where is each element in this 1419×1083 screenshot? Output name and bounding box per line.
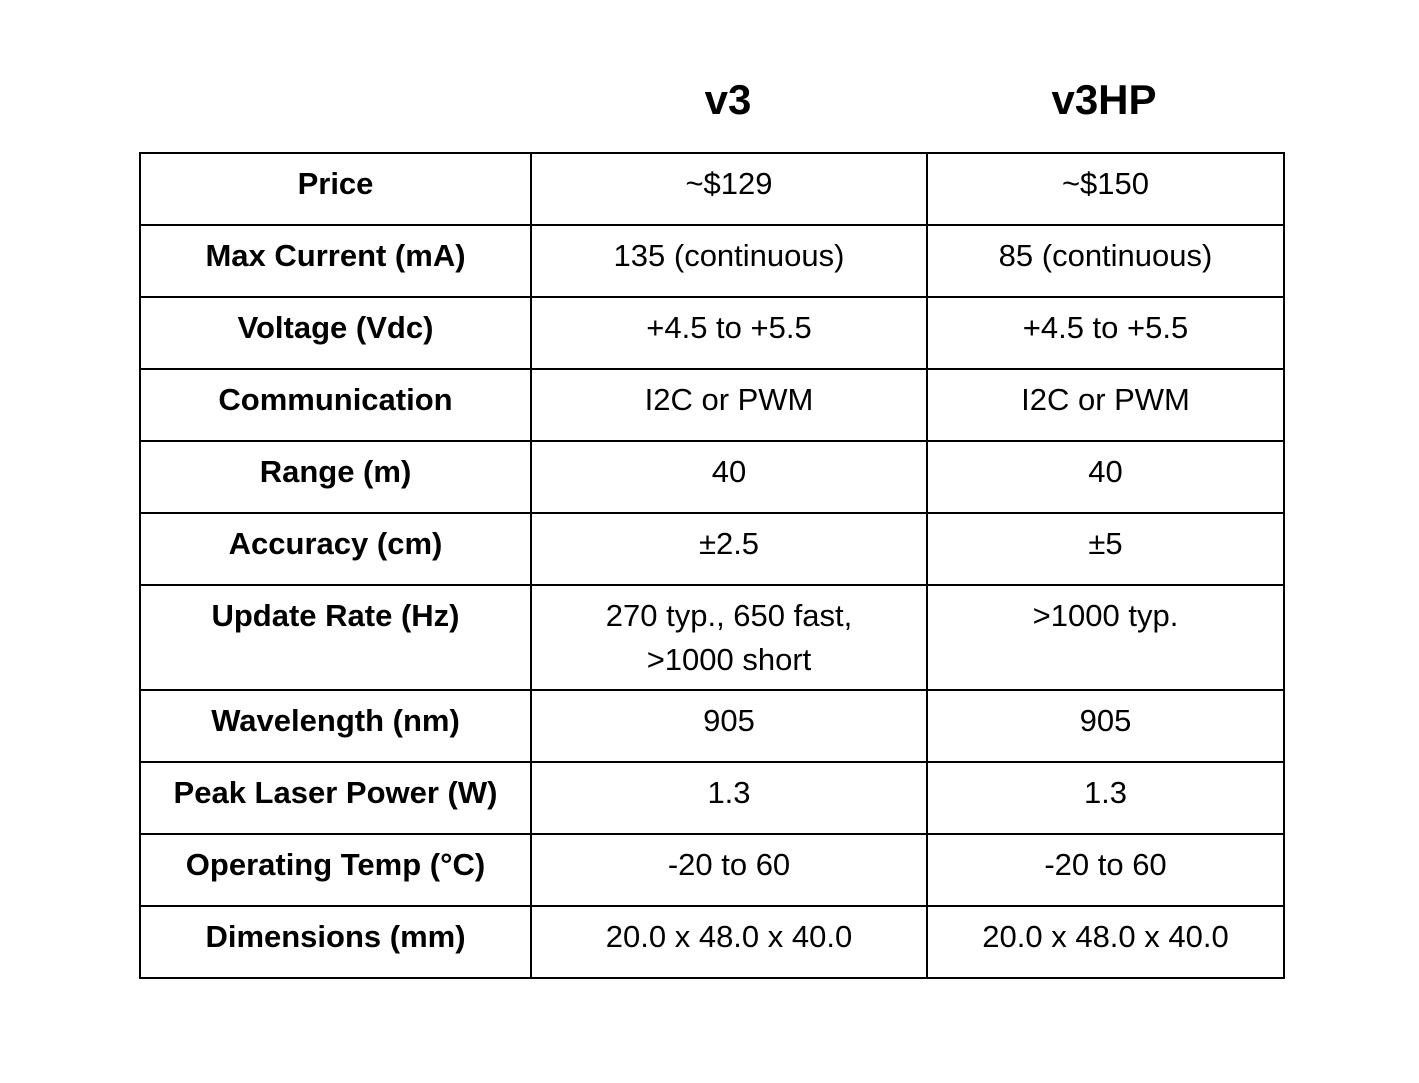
cell-v3hp: 20.0 x 48.0 x 40.0: [927, 906, 1284, 978]
column-header-v3hp: v3HP: [926, 72, 1282, 128]
row-label: Peak Laser Power (W): [140, 762, 531, 834]
row-label: Update Rate (Hz): [140, 585, 531, 690]
cell-v3hp: ±5: [927, 513, 1284, 585]
row-label: Wavelength (nm): [140, 690, 531, 762]
cell-v3hp: >1000 typ.: [927, 585, 1284, 690]
cell-v3: 135 (continuous): [531, 225, 927, 297]
table-row-dimensions: Dimensions (mm) 20.0 x 48.0 x 40.0 20.0 …: [140, 906, 1284, 978]
table-row-price: Price ~$129 ~$150: [140, 153, 1284, 225]
cell-v3: 270 typ., 650 fast, >1000 short: [531, 585, 927, 690]
cell-v3: I2C or PWM: [531, 369, 927, 441]
cell-v3: 1.3: [531, 762, 927, 834]
row-label: Max Current (mA): [140, 225, 531, 297]
cell-v3hp: ~$150: [927, 153, 1284, 225]
cell-v3: 20.0 x 48.0 x 40.0: [531, 906, 927, 978]
row-label: Dimensions (mm): [140, 906, 531, 978]
column-header-v3: v3: [530, 72, 926, 128]
cell-v3: ~$129: [531, 153, 927, 225]
cell-v3: 40: [531, 441, 927, 513]
cell-v3hp: +4.5 to +5.5: [927, 297, 1284, 369]
table-row-max-current: Max Current (mA) 135 (continuous) 85 (co…: [140, 225, 1284, 297]
table-row-range: Range (m) 40 40: [140, 441, 1284, 513]
cell-v3hp: -20 to 60: [927, 834, 1284, 906]
row-label: Range (m): [140, 441, 531, 513]
cell-v3: -20 to 60: [531, 834, 927, 906]
spec-comparison-table: Price ~$129 ~$150 Max Current (mA) 135 (…: [139, 152, 1285, 979]
row-label: Price: [140, 153, 531, 225]
table-row-update-rate: Update Rate (Hz) 270 typ., 650 fast, >10…: [140, 585, 1284, 690]
row-label: Accuracy (cm): [140, 513, 531, 585]
cell-v3hp: 1.3: [927, 762, 1284, 834]
cell-v3hp: I2C or PWM: [927, 369, 1284, 441]
cell-v3hp: 40: [927, 441, 1284, 513]
table-row-wavelength: Wavelength (nm) 905 905: [140, 690, 1284, 762]
cell-v3: ±2.5: [531, 513, 927, 585]
cell-v3: +4.5 to +5.5: [531, 297, 927, 369]
cell-v3hp: 85 (continuous): [927, 225, 1284, 297]
row-label: Communication: [140, 369, 531, 441]
row-label: Voltage (Vdc): [140, 297, 531, 369]
cell-v3hp: 905: [927, 690, 1284, 762]
table-row-accuracy: Accuracy (cm) ±2.5 ±5: [140, 513, 1284, 585]
row-label: Operating Temp (°C): [140, 834, 531, 906]
table-row-communication: Communication I2C or PWM I2C or PWM: [140, 369, 1284, 441]
cell-v3: 905: [531, 690, 927, 762]
table-row-peak-laser-power: Peak Laser Power (W) 1.3 1.3: [140, 762, 1284, 834]
table-row-operating-temp: Operating Temp (°C) -20 to 60 -20 to 60: [140, 834, 1284, 906]
table-row-voltage: Voltage (Vdc) +4.5 to +5.5 +4.5 to +5.5: [140, 297, 1284, 369]
